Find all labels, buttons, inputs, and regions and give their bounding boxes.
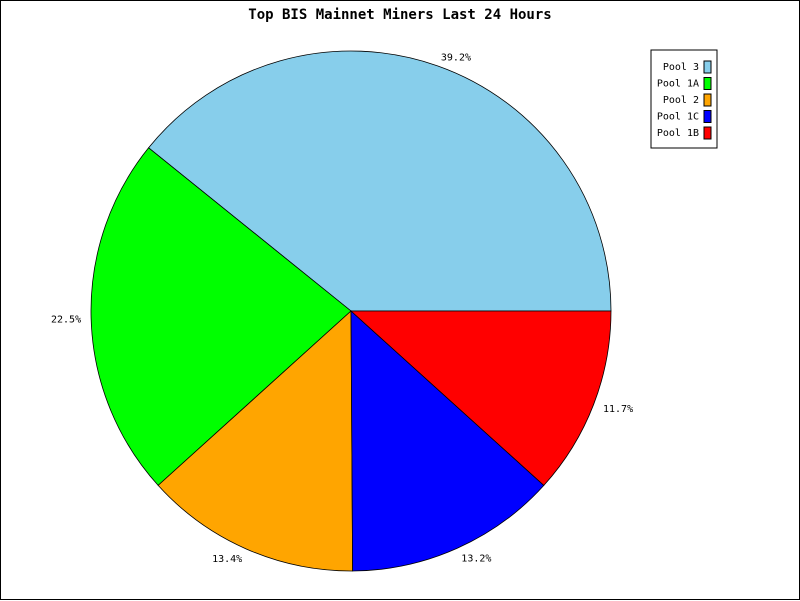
slice-pool-1c bbox=[350, 310, 545, 572]
legend-label-pool-2: Pool 2 bbox=[663, 95, 699, 106]
percent-label-pool-3: 39.2% bbox=[441, 52, 471, 63]
pie-slices bbox=[90, 50, 612, 572]
percent-label-pool-2: 13.4% bbox=[212, 554, 242, 565]
percent-labels: 39.2% 22.5% 13.4% 13.2% 11.7% bbox=[51, 52, 633, 565]
chart-title: Top BIS Mainnet Miners Last 24 Hours bbox=[248, 7, 551, 23]
legend-swatch-pool-1c bbox=[703, 110, 712, 123]
percent-label-pool-1c: 13.2% bbox=[461, 553, 491, 564]
slice-pool-3 bbox=[148, 50, 612, 312]
legend-label-pool-3: Pool 3 bbox=[663, 62, 699, 73]
legend-label-pool-1c: Pool 1C bbox=[657, 112, 699, 123]
slice-pool-1a bbox=[90, 147, 352, 486]
slice-pool-1b bbox=[349, 310, 612, 486]
legend-swatch-pool-1b bbox=[703, 126, 712, 140]
legend-swatch-pool-1a bbox=[703, 77, 712, 90]
percent-label-pool-1a: 22.5% bbox=[51, 315, 81, 326]
percent-label-pool-1b: 11.7% bbox=[603, 404, 633, 415]
legend: Pool 3 Pool 1A Pool 2 Pool 1C Pool 1B bbox=[650, 49, 718, 149]
legend-label-pool-1b: Pool 1B bbox=[657, 128, 699, 139]
slice-pool-2 bbox=[157, 310, 354, 572]
legend-label-pool-1a: Pool 1A bbox=[657, 79, 699, 90]
legend-swatch-pool-3 bbox=[703, 60, 712, 74]
legend-swatch-pool-2 bbox=[703, 93, 712, 107]
